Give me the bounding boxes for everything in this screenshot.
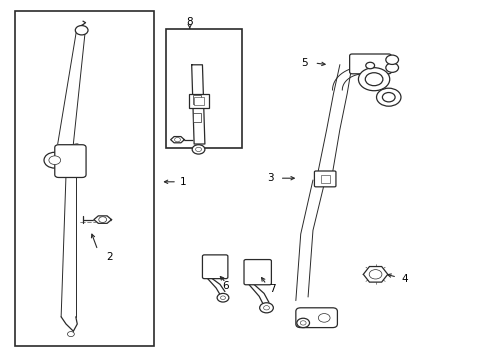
Circle shape — [220, 296, 225, 300]
Circle shape — [382, 93, 394, 102]
Polygon shape — [94, 216, 111, 223]
Circle shape — [263, 306, 269, 310]
Circle shape — [192, 145, 204, 154]
FancyBboxPatch shape — [349, 54, 390, 74]
Circle shape — [99, 217, 106, 222]
Text: 2: 2 — [106, 252, 113, 262]
Circle shape — [296, 318, 309, 328]
Text: 7: 7 — [268, 284, 275, 294]
FancyBboxPatch shape — [244, 260, 271, 285]
Circle shape — [217, 293, 228, 302]
Circle shape — [365, 73, 382, 86]
Circle shape — [376, 88, 400, 106]
Circle shape — [75, 26, 88, 35]
Circle shape — [318, 314, 329, 322]
Polygon shape — [191, 65, 204, 144]
Text: 8: 8 — [186, 17, 193, 27]
Bar — [193, 95, 201, 104]
Circle shape — [49, 156, 61, 165]
Bar — [189, 94, 208, 108]
Text: 6: 6 — [222, 281, 228, 291]
Bar — [320, 175, 329, 183]
Circle shape — [368, 270, 381, 279]
Text: 5: 5 — [301, 58, 307, 68]
Bar — [194, 97, 203, 105]
Circle shape — [44, 152, 65, 168]
Circle shape — [365, 62, 374, 69]
Text: 4: 4 — [400, 274, 407, 284]
Circle shape — [67, 332, 74, 337]
Polygon shape — [170, 136, 184, 143]
Bar — [193, 113, 201, 122]
Circle shape — [358, 68, 389, 91]
Text: 1: 1 — [180, 177, 186, 187]
FancyBboxPatch shape — [202, 255, 227, 279]
Text: 3: 3 — [266, 173, 273, 183]
Circle shape — [195, 147, 201, 152]
Bar — [15, 11, 154, 346]
Circle shape — [300, 321, 305, 325]
Circle shape — [174, 138, 180, 142]
Bar — [166, 29, 242, 148]
FancyBboxPatch shape — [314, 171, 335, 187]
Circle shape — [259, 303, 273, 313]
Circle shape — [385, 55, 398, 64]
FancyBboxPatch shape — [55, 145, 86, 177]
FancyBboxPatch shape — [295, 308, 337, 328]
Circle shape — [385, 63, 398, 72]
